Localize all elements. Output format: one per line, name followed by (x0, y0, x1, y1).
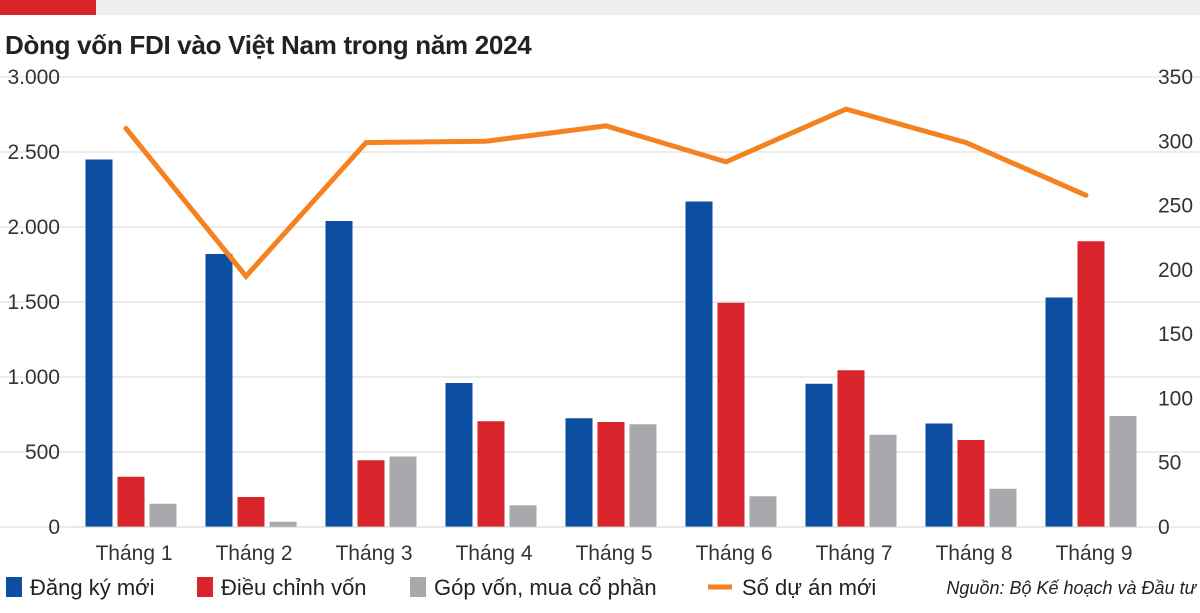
y-left-tick-label: 500 (25, 441, 60, 464)
y-right-tick-label: 200 (1158, 259, 1193, 282)
x-tick-label: Tháng 7 (815, 542, 892, 565)
x-tick-label: Tháng 3 (335, 542, 412, 565)
x-tick-label: Tháng 8 (935, 542, 1012, 565)
bar-dieu-chinh-von (477, 421, 505, 527)
y-right-tick-label: 250 (1158, 195, 1193, 218)
y-right-tick-label: 350 (1158, 66, 1193, 89)
legend-dang-ky-moi-label: Đăng ký mới (30, 575, 154, 600)
line-so-du-an-moi (123, 106, 1089, 281)
chart-title: Dòng vốn FDI vào Việt Nam trong năm 2024 (5, 30, 532, 60)
y-right-tick-label: 50 (1158, 452, 1181, 475)
legend-gop-von-label: Góp vốn, mua cổ phần (434, 575, 657, 600)
bar-dieu-chinh-von (597, 422, 625, 527)
bar-dieu-chinh-von (957, 440, 985, 527)
bar-dieu-chinh-von (837, 370, 865, 527)
bar-dang-ky-moi (205, 254, 233, 527)
legend-gop-von-swatch (410, 577, 426, 597)
bar-dang-ky-moi (565, 418, 593, 527)
y-left-tick-label: 3.000 (7, 66, 60, 89)
source-note: Nguồn: Bộ Kế hoạch và Đầu tư (946, 578, 1197, 598)
bar-gop-von (509, 505, 537, 527)
bar-dieu-chinh-von (1077, 241, 1105, 527)
x-tick-label: Tháng 6 (695, 542, 772, 565)
y-right-tick-label: 300 (1158, 130, 1193, 153)
y-left-tick-label: 2.500 (7, 141, 60, 164)
bar-gop-von (149, 503, 177, 527)
bar-dieu-chinh-von (117, 476, 145, 527)
y-right-tick-label: 100 (1158, 387, 1193, 410)
bar-gop-von (1109, 416, 1137, 527)
x-tick-label: Tháng 9 (1055, 542, 1132, 565)
bar-dang-ky-moi (85, 159, 113, 527)
y-right-tick-label: 0 (1158, 516, 1170, 539)
accent-bar (0, 0, 96, 15)
bar-dieu-chinh-von (237, 497, 265, 527)
bar-gop-von (989, 488, 1017, 527)
x-tick-label: Tháng 2 (215, 542, 292, 565)
bar-gop-von (269, 521, 297, 527)
bar-gop-von (869, 434, 897, 527)
bar-gop-von (749, 496, 777, 527)
x-tick-label: Tháng 1 (95, 542, 172, 565)
bar-gop-von (389, 456, 417, 527)
y-left-tick-label: 1.000 (7, 366, 60, 389)
bar-gop-von (629, 424, 657, 527)
top-rule (96, 0, 1200, 15)
x-tick-label: Tháng 5 (575, 542, 652, 565)
y-left-tick-label: 1.500 (7, 291, 60, 314)
bar-dieu-chinh-von (717, 302, 745, 527)
y-left-tick-label: 2.000 (7, 216, 60, 239)
bar-dang-ky-moi (925, 423, 953, 527)
bar-dang-ky-moi (685, 201, 713, 527)
y-right-tick-label: 150 (1158, 323, 1193, 346)
legend-dang-ky-moi-swatch (6, 577, 22, 597)
bar-dang-ky-moi (445, 383, 473, 527)
legend-dieu-chinh-von-label: Điều chỉnh vốn (221, 575, 367, 600)
bar-dang-ky-moi (805, 383, 833, 527)
y-left-tick-label: 0 (48, 516, 60, 539)
bar-dang-ky-moi (1045, 297, 1073, 527)
legend-dieu-chinh-von-swatch (197, 577, 213, 597)
bar-dieu-chinh-von (357, 460, 385, 527)
legend-so-du-an-moi-label: Số dự án mới (742, 575, 876, 600)
x-tick-label: Tháng 4 (455, 542, 532, 565)
bar-dang-ky-moi (325, 221, 353, 527)
